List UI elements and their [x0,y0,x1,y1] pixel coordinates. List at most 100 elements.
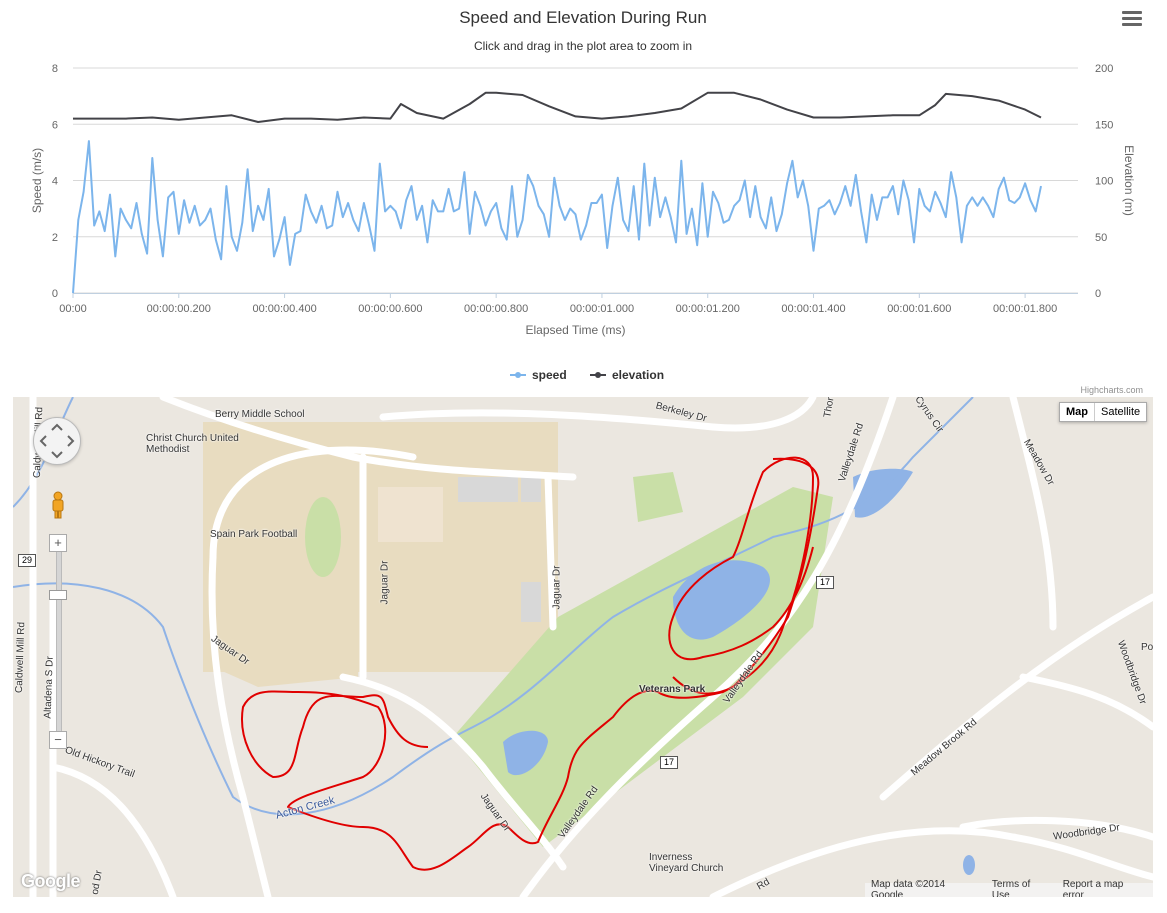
data-point-speed[interactable] [1013,202,1015,204]
data-point-speed[interactable] [707,236,709,238]
data-point-speed[interactable] [426,241,428,243]
data-point-speed[interactable] [934,191,936,193]
data-point-elevation[interactable] [125,117,127,119]
data-point-speed[interactable] [511,185,513,187]
data-point-elevation[interactable] [971,95,973,97]
data-point-speed[interactable] [717,202,719,204]
data-point-elevation[interactable] [521,94,523,96]
data-point-speed[interactable] [992,216,994,218]
data-point-speed[interactable] [125,219,127,221]
data-point-speed[interactable] [601,193,603,195]
data-point-speed[interactable] [490,210,492,212]
data-point-speed[interactable] [268,188,270,190]
data-point-speed[interactable] [72,292,74,294]
data-point-speed[interactable] [151,157,153,159]
series-layer[interactable] [72,91,1042,295]
zoom-slider-handle[interactable] [49,590,67,600]
data-point-speed[interactable] [564,219,566,221]
data-point-elevation[interactable] [151,116,153,118]
data-point-speed[interactable] [770,196,772,198]
data-point-speed[interactable] [77,219,79,221]
data-point-speed[interactable] [347,202,349,204]
data-point-speed[interactable] [220,258,222,260]
data-point-elevation[interactable] [484,92,486,94]
data-point-speed[interactable] [336,191,338,193]
data-point-speed[interactable] [987,205,989,207]
data-point-speed[interactable] [839,202,841,204]
data-point-speed[interactable] [638,238,640,240]
pan-control[interactable] [33,417,81,465]
data-point-speed[interactable] [543,213,545,215]
data-point-speed[interactable] [982,196,984,198]
data-point-elevation[interactable] [416,112,418,114]
data-point-elevation[interactable] [389,117,391,119]
data-point-speed[interactable] [590,202,592,204]
data-point-speed[interactable] [463,171,465,173]
data-point-speed[interactable] [495,202,497,204]
map-type-map-button[interactable]: Map [1060,403,1095,421]
chart-menu-button[interactable] [1120,8,1144,28]
data-point-speed[interactable] [379,162,381,164]
street-view-pegman-icon[interactable] [51,491,65,519]
data-point-elevation[interactable] [178,119,180,121]
data-point-speed[interactable] [421,205,423,207]
data-point-elevation[interactable] [892,114,894,116]
data-point-speed[interactable] [204,219,206,221]
data-point-elevation[interactable] [759,98,761,100]
data-point-speed[interactable] [363,202,365,204]
data-point-speed[interactable] [558,205,560,207]
data-point-elevation[interactable] [680,107,682,109]
data-point-speed[interactable] [225,185,227,187]
data-point-speed[interactable] [432,199,434,201]
terms-of-use-link[interactable]: Terms of Use [991,879,1031,897]
data-point-speed[interactable] [410,185,412,187]
data-point-speed[interactable] [299,230,301,232]
data-point-elevation[interactable] [363,116,365,118]
data-point-speed[interactable] [955,196,957,198]
data-point-elevation[interactable] [1040,116,1042,118]
data-point-speed[interactable] [516,236,518,238]
data-point-speed[interactable] [172,191,174,193]
data-point-speed[interactable] [188,222,190,224]
data-point-speed[interactable] [585,224,587,226]
legend-item-speed[interactable]: speed [532,368,567,382]
data-point-speed[interactable] [633,185,635,187]
data-point-speed[interactable] [373,250,375,252]
data-point-speed[interactable] [939,202,941,204]
data-point-speed[interactable] [294,233,296,235]
data-point-speed[interactable] [400,227,402,229]
data-point-speed[interactable] [622,219,624,221]
data-point-speed[interactable] [685,233,687,235]
data-point-speed[interactable] [908,199,910,201]
data-point-speed[interactable] [331,224,333,226]
legend-marker-speed[interactable] [515,372,521,378]
data-point-elevation[interactable] [204,116,206,118]
data-point-speed[interactable] [273,255,275,257]
data-point-speed[interactable] [691,207,693,209]
data-point-speed[interactable] [357,230,359,232]
data-point-speed[interactable] [648,224,650,226]
data-point-speed[interactable] [738,199,740,201]
data-point-elevation[interactable] [945,93,947,95]
data-point-speed[interactable] [88,140,90,142]
legend[interactable]: speed elevation [510,368,664,382]
data-point-speed[interactable] [527,174,529,176]
data-point-speed[interactable] [479,205,481,207]
data-point-speed[interactable] [744,179,746,181]
data-point-speed[interactable] [675,241,677,243]
legend-item-elevation[interactable]: elevation [612,368,664,382]
data-point-speed[interactable] [722,222,724,224]
data-point-speed[interactable] [183,199,185,201]
data-point-speed[interactable] [823,205,825,207]
data-point-speed[interactable] [913,241,915,243]
data-point-speed[interactable] [998,188,1000,190]
data-point-elevation[interactable] [601,117,603,119]
data-point-speed[interactable] [82,191,84,193]
data-point-elevation[interactable] [733,92,735,94]
data-point-speed[interactable] [548,236,550,238]
data-point-speed[interactable] [236,250,238,252]
data-point-speed[interactable] [521,219,523,221]
data-point-speed[interactable] [818,207,820,209]
data-point-speed[interactable] [759,216,761,218]
data-point-speed[interactable] [765,227,767,229]
